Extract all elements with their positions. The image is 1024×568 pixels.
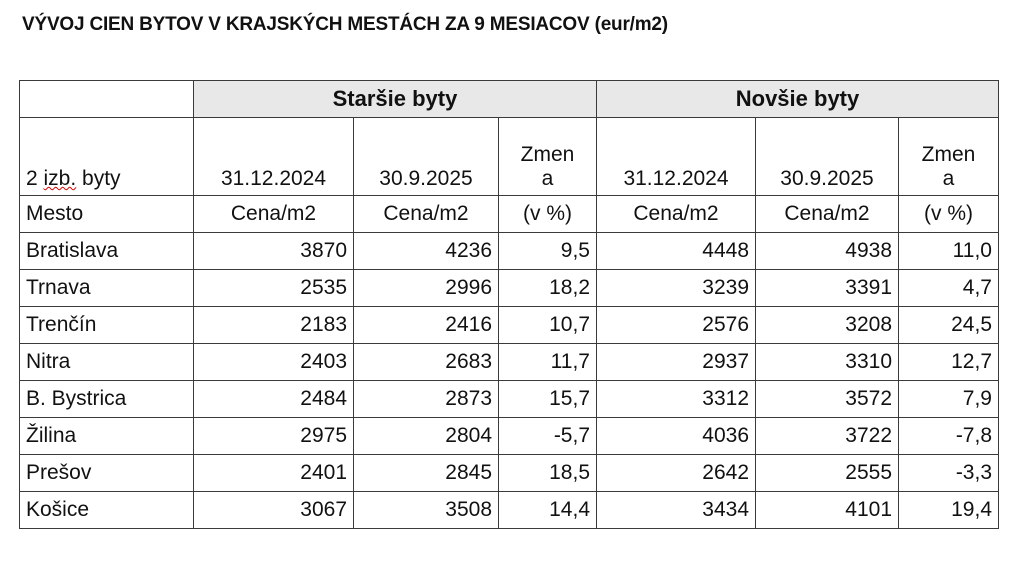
value-cell: 2416: [353, 306, 499, 344]
value-cell: 2403: [193, 343, 354, 381]
value-cell: 3870: [193, 232, 354, 270]
value-cell: 4236: [353, 232, 499, 270]
group-newer: Novšie byty: [596, 80, 999, 118]
value-cell: 11,0: [898, 232, 999, 270]
city-cell: Bratislava: [19, 232, 194, 270]
value-cell: 3239: [596, 269, 756, 307]
value-cell: -5,7: [498, 417, 597, 455]
value-cell: 2576: [596, 306, 756, 344]
value-cell: 3067: [193, 491, 354, 529]
value-cell: 2996: [353, 269, 499, 307]
table-row: Trnava 2535 2996 18,2 3239 3391 4,7: [19, 269, 999, 307]
table-row: Žilina 2975 2804 -5,7 4036 3722 -7,8: [19, 417, 999, 455]
table-row: Bratislava 3870 4236 9,5 4448 4938 11,0: [19, 232, 999, 270]
value-cell: 3391: [755, 269, 899, 307]
value-cell: 19,4: [898, 491, 999, 529]
value-cell: 11,7: [498, 343, 597, 381]
value-cell: 4036: [596, 417, 756, 455]
value-cell: 3312: [596, 380, 756, 418]
value-cell: 4938: [755, 232, 899, 270]
city-cell: Prešov: [19, 454, 194, 492]
value-cell: 3310: [755, 343, 899, 381]
value-cell: 3572: [755, 380, 899, 418]
table-row: Trenčín 2183 2416 10,7 2576 3208 24,5: [19, 306, 999, 344]
value-cell: 3722: [755, 417, 899, 455]
value-cell: 2975: [193, 417, 354, 455]
city-cell: Trnava: [19, 269, 194, 307]
row-label-header: 2 izb. byty: [19, 117, 194, 196]
value-cell: 2873: [353, 380, 499, 418]
value-cell: 4448: [596, 232, 756, 270]
table-row: B. Bystrica 2484 2873 15,7 3312 3572 7,9: [19, 380, 999, 418]
group-older: Staršie byty: [193, 80, 597, 118]
spellcheck-word: izb.: [43, 167, 77, 190]
value-cell: 2535: [193, 269, 354, 307]
value-cell: 3434: [596, 491, 756, 529]
value-cell: 2804: [353, 417, 499, 455]
value-cell: 10,7: [498, 306, 597, 344]
city-cell: Trenčín: [19, 306, 194, 344]
value-cell: 3508: [353, 491, 499, 529]
value-cell: 2401: [193, 454, 354, 492]
value-cell: -3,3: [898, 454, 999, 492]
table-row: Prešov 2401 2845 18,5 2642 2555 -3,3: [19, 454, 999, 492]
city-cell: B. Bystrica: [19, 380, 194, 418]
city-cell: Žilina: [19, 417, 194, 455]
value-cell: 9,5: [498, 232, 597, 270]
value-cell: 2845: [353, 454, 499, 492]
value-cell: 18,2: [498, 269, 597, 307]
value-cell: 2683: [353, 343, 499, 381]
table-row: Košice 3067 3508 14,4 3434 4101 19,4: [19, 491, 999, 529]
value-cell: 12,7: [898, 343, 999, 381]
value-cell: 2183: [193, 306, 354, 344]
value-cell: -7,8: [898, 417, 999, 455]
group-header-row: Staršie byty Novšie byty: [19, 80, 999, 118]
city-cell: Nitra: [19, 343, 194, 381]
table-row: Nitra 2403 2683 11,7 2937 3310 12,7: [19, 343, 999, 381]
value-cell: 2937: [596, 343, 756, 381]
value-cell: 24,5: [898, 306, 999, 344]
value-cell: 15,7: [498, 380, 597, 418]
value-cell: 14,4: [498, 491, 597, 529]
value-cell: 2642: [596, 454, 756, 492]
unit-header-row: Mesto Cena/m2 Cena/m2 (v %) Cena/m2 Cena…: [19, 195, 999, 233]
price-table: Staršie byty Novšie byty 2 izb. byty 31.…: [19, 80, 999, 529]
value-cell: 4,7: [898, 269, 999, 307]
date-header-row: 2 izb. byty 31.12.2024 30.9.2025 Zmen a 3…: [19, 117, 999, 196]
value-cell: 7,9: [898, 380, 999, 418]
value-cell: 18,5: [498, 454, 597, 492]
value-cell: 2484: [193, 380, 354, 418]
document-title: VÝVOJ CIEN BYTOV V KRAJSKÝCH MESTÁCH ZA …: [22, 14, 668, 35]
value-cell: 4101: [755, 491, 899, 529]
city-cell: Košice: [19, 491, 194, 529]
value-cell: 3208: [755, 306, 899, 344]
value-cell: 2555: [755, 454, 899, 492]
